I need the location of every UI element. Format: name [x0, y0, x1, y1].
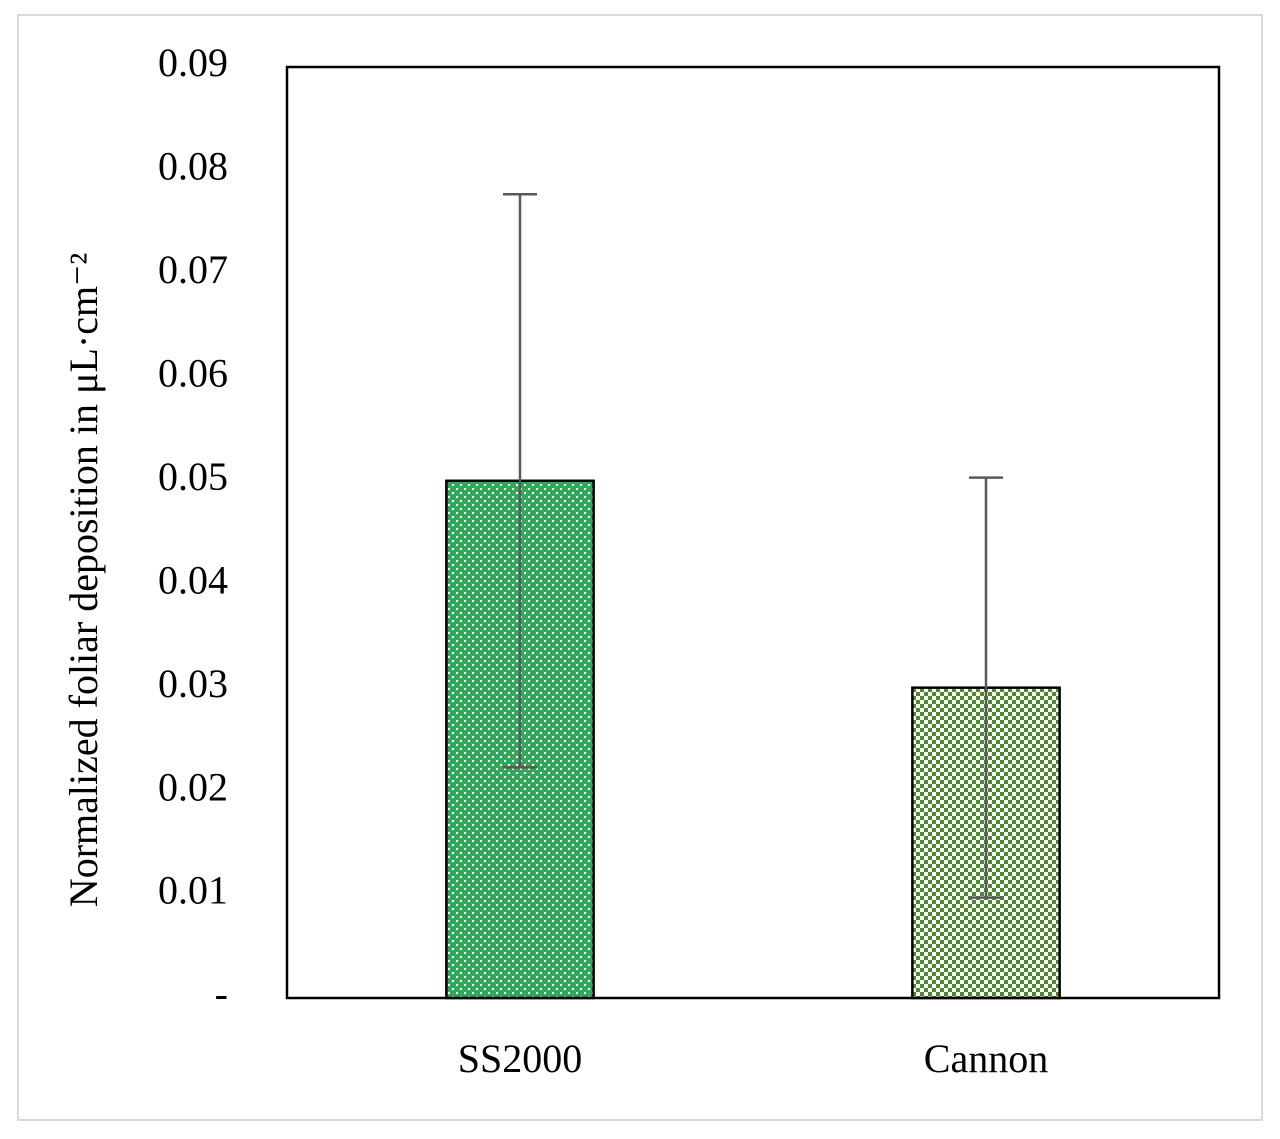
error-bar [503, 192, 537, 769]
y-tick-label: 0.09 [158, 40, 228, 85]
y-tick-label: 0.01 [158, 868, 228, 913]
y-tick-label: 0.07 [158, 247, 228, 292]
y-tick-label: - [215, 971, 228, 1016]
y-tick-label: 0.08 [158, 144, 228, 189]
y-axis-title: Normalized foliar deposition in μL·cm⁻² [61, 253, 106, 907]
y-tick-label: 0.04 [158, 557, 228, 602]
y-tick-label: 0.05 [158, 454, 228, 499]
plot-frame [285, 65, 1221, 1000]
y-tick-label: 0.02 [158, 764, 228, 809]
y-tick-label: 0.03 [158, 661, 228, 706]
error-bar [969, 476, 1003, 899]
chart-border [17, 14, 1263, 1121]
x-tick-label: SS2000 [458, 1036, 583, 1081]
y-tick-label: 0.06 [158, 351, 228, 396]
x-tick-label: Cannon [924, 1036, 1048, 1081]
